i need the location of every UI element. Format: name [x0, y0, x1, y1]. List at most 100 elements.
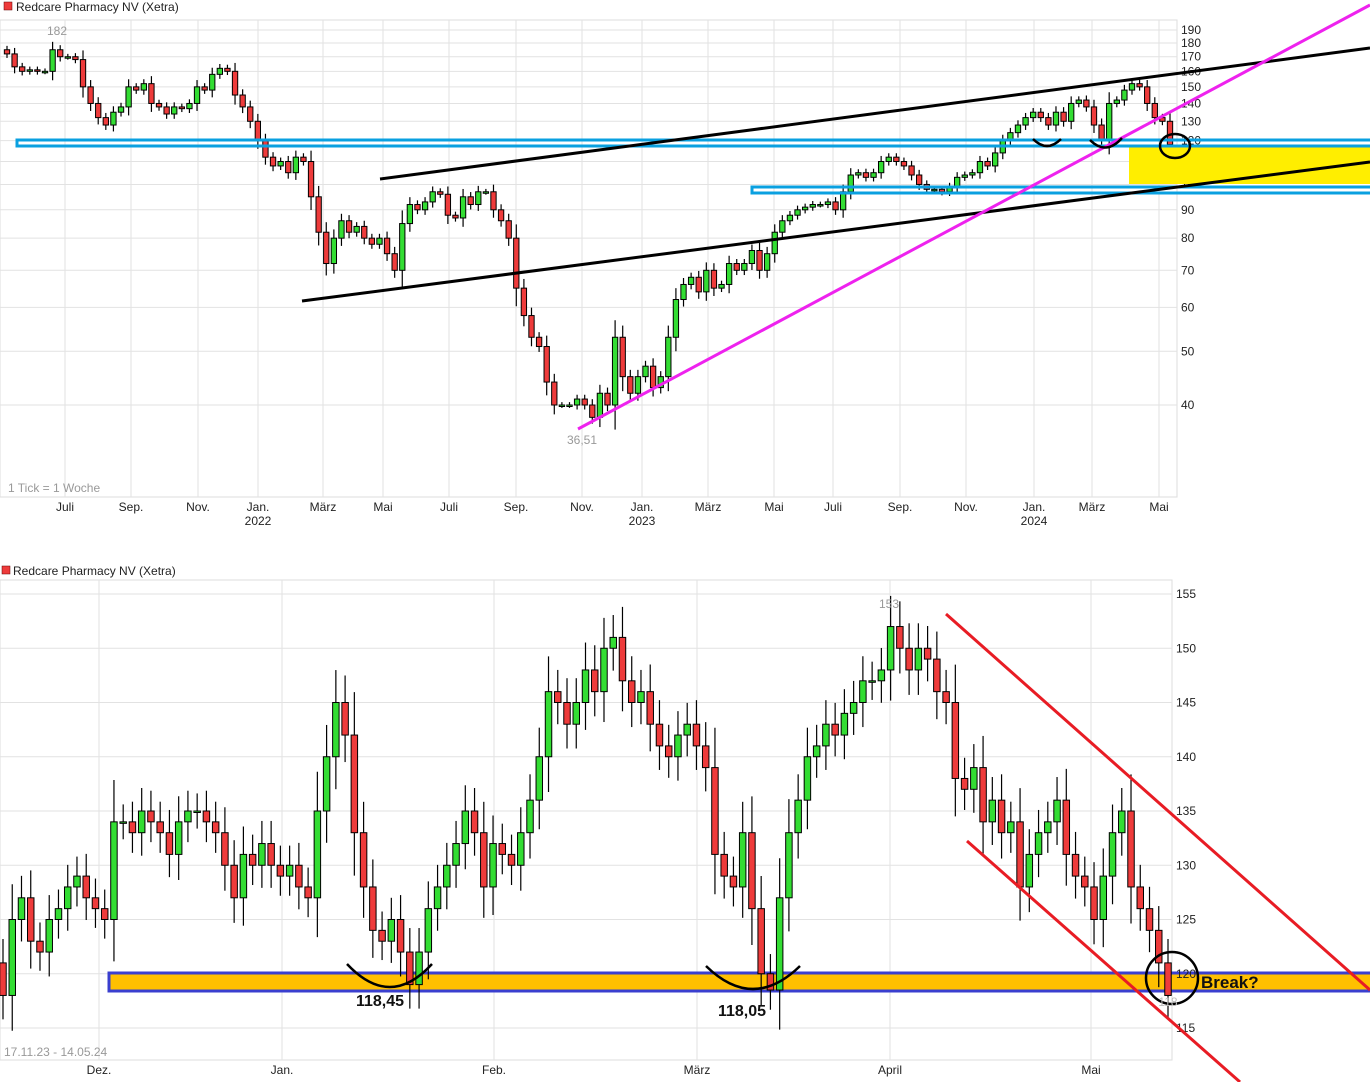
- candle-body: [1098, 124, 1105, 142]
- candle-body: [247, 106, 254, 122]
- bottom-chart-annotations: [346, 612, 1370, 1082]
- candle-body: [490, 191, 497, 211]
- candle-body: [680, 283, 687, 301]
- candle-body: [332, 702, 340, 758]
- candle-body: [609, 636, 617, 649]
- candle-body: [831, 723, 839, 736]
- candle-body: [406, 951, 414, 986]
- y-tick-label: 120: [1176, 967, 1196, 981]
- top-chart-y-axis: 1901801701601501401301201101009080706050…: [1181, 23, 1201, 412]
- candle-body: [323, 231, 330, 265]
- bottom-chart-candles: [0, 595, 1172, 1031]
- candle-body: [174, 821, 183, 855]
- candle-body: [396, 919, 405, 953]
- candle-body: [976, 161, 984, 174]
- candle-body: [444, 193, 452, 216]
- candle-body: [221, 832, 229, 866]
- candle-body: [1118, 810, 1126, 834]
- candle-body: [8, 919, 16, 996]
- break-circle-top: [1158, 132, 1192, 160]
- candle-body: [345, 220, 353, 233]
- candle-body: [1121, 89, 1128, 101]
- x-tick-label: Mai: [373, 500, 392, 514]
- candle-body: [100, 908, 109, 921]
- candle-body: [1053, 799, 1061, 823]
- candle-body: [140, 83, 147, 91]
- candle-body: [763, 253, 771, 271]
- candle-body: [847, 174, 854, 193]
- candle-body: [611, 336, 619, 406]
- candle-body: [1127, 810, 1135, 888]
- candle-body: [951, 702, 960, 779]
- candle-body: [36, 940, 44, 953]
- candle-body: [543, 346, 550, 383]
- candle-body: [285, 864, 294, 877]
- candle-body: [184, 810, 192, 823]
- x-tick-label: Jan.: [1023, 500, 1046, 514]
- candle-body: [54, 908, 63, 921]
- candle-body: [443, 864, 451, 888]
- candle-body: [239, 853, 248, 899]
- candle-body: [1128, 83, 1136, 91]
- candle-body: [877, 669, 886, 682]
- candle-body: [893, 156, 900, 163]
- candle-body: [470, 810, 479, 834]
- candle-body: [729, 875, 738, 888]
- candle-body: [832, 201, 839, 211]
- candle-body: [655, 723, 664, 747]
- candle-body: [415, 951, 423, 986]
- candle-body: [771, 231, 778, 255]
- x-tick-label: Nov.: [186, 500, 210, 514]
- candle-body: [117, 106, 125, 113]
- candle-body: [718, 283, 725, 289]
- candle-body: [535, 756, 544, 801]
- candle-body: [137, 810, 146, 834]
- candle-body: [683, 723, 691, 736]
- candle-body: [1060, 111, 1067, 122]
- candle-body: [231, 70, 239, 96]
- candle-body: [1068, 102, 1075, 122]
- top-chart-grid: [0, 19, 1178, 498]
- y-tick-label: 60: [1181, 300, 1195, 314]
- candle-body: [877, 161, 885, 174]
- candle-body: [627, 376, 634, 394]
- candle-body: [573, 398, 581, 406]
- candle-body: [1062, 799, 1071, 855]
- candle-body: [1081, 875, 1089, 888]
- candle-body: [862, 172, 870, 178]
- candle-body: [664, 745, 673, 758]
- tick-note: 1 Tick = 1 Woche: [8, 481, 100, 495]
- x-tick-label: 2022: [245, 514, 272, 528]
- candle-body: [896, 626, 904, 649]
- x-tick-label: März: [310, 500, 337, 514]
- candle-body: [467, 196, 474, 206]
- top-legend-swatch: [3, 1, 13, 11]
- candle-body: [1016, 821, 1024, 888]
- candle-body: [313, 810, 322, 899]
- candle-body: [1113, 99, 1120, 104]
- candle-body: [822, 723, 830, 747]
- candle-body: [596, 392, 604, 418]
- candle-body: [687, 276, 695, 285]
- candle-body: [954, 176, 961, 188]
- candle-body: [0, 962, 7, 996]
- candle-body: [1014, 124, 1022, 134]
- candle-body: [171, 106, 178, 115]
- candle-body: [914, 647, 923, 671]
- candle-body: [322, 756, 331, 812]
- candle-body: [812, 745, 821, 758]
- candle-body: [239, 94, 246, 108]
- candle-body: [267, 843, 275, 866]
- bottom-legend-swatch: [1, 565, 11, 575]
- x-tick-label: März: [684, 1063, 711, 1077]
- y-tick-label: 155: [1176, 587, 1196, 601]
- candle-body: [79, 59, 87, 88]
- candle-body: [725, 263, 733, 285]
- candle-body: [969, 172, 976, 176]
- support-arc-2: [705, 965, 801, 991]
- candle-body: [1136, 83, 1143, 88]
- x-tick-label: Mai: [764, 500, 783, 514]
- candle-body: [248, 853, 257, 866]
- candle-body: [57, 49, 64, 58]
